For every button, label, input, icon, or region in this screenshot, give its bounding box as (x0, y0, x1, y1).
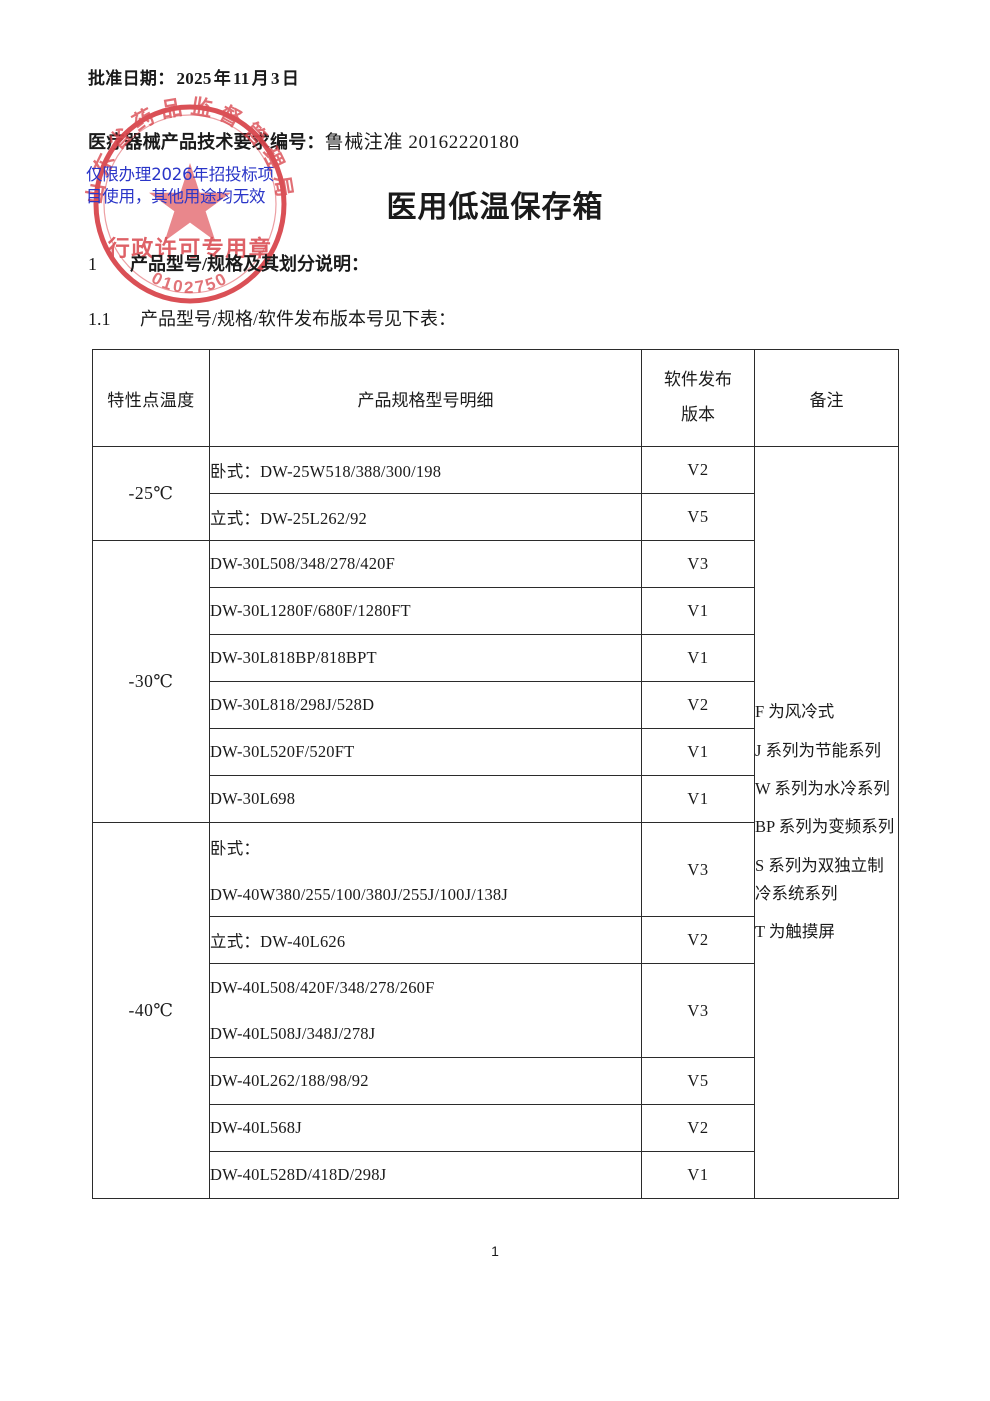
approval-date-year-unit: 年 (213, 69, 232, 88)
cell-product-models: DW-30L508/348/278/420F (209, 540, 642, 588)
cell-software-version: V1 (641, 775, 755, 823)
header-software-version-line2: 版本 (681, 405, 715, 424)
page-number: 1 (491, 1243, 499, 1259)
header-models: 产品规格型号明细 (209, 349, 642, 447)
model-line: DW-30L818BP/818BPT (210, 648, 377, 667)
table-row: DW-30L1280F/680F/1280FT V1 (93, 587, 899, 635)
approval-date-day-unit: 日 (281, 69, 300, 88)
model-line: 卧式：DW-25W518/388/300/198 (210, 462, 442, 481)
table-row: -25℃ 卧式：DW-25W518/388/300/198 V2 F 为风冷式 J 系列… (92, 446, 899, 1199)
table-row: -30℃ DW-30L508/348/278/420F V3 (92, 540, 899, 823)
cell-product-models: DW-30L818/298J/528D (209, 681, 642, 729)
cell-software-version: V1 (641, 1151, 755, 1199)
table-row: DW-40L528D/418D/298J V1 (93, 1151, 899, 1199)
cell-software-version: V5 (641, 493, 755, 541)
cell-characteristic-temperature: -25℃ (92, 446, 210, 541)
table-row: 立式：DW-40L626 V2 (93, 916, 899, 964)
cell-software-version: V5 (641, 1057, 755, 1105)
table-row: DW-40L262/188/98/92 V5 (93, 1057, 899, 1105)
model-line: DW-30L520F/520FT (210, 742, 355, 761)
table-header-row: 特性点温度 产品规格型号明细 软件发布 版本 备注 (92, 349, 899, 447)
remark-line: S 系列为双独立制冷系统系列 (755, 855, 884, 904)
technical-requirement-number: 医疗器械产品技术要求编号：鲁械注准 20162220180 (88, 127, 519, 154)
cell-software-version: V2 (641, 1104, 755, 1152)
model-line: 立式：DW-40L626 (210, 932, 346, 951)
specification-table: 特性点温度 产品规格型号明细 软件发布 版本 备注 -25℃ 卧式：DW-25W5… (92, 349, 899, 1199)
cell-software-version: V2 (641, 916, 755, 964)
table-row: DW-40L568J V2 (93, 1104, 899, 1152)
cell-software-version: V3 (641, 540, 755, 588)
section-11-index: 1.1 (88, 309, 111, 329)
approval-date-label: 批准日期： (88, 69, 175, 88)
model-line: DW-30L1280F/680F/1280FT (210, 601, 411, 620)
header-software-version: 软件发布 版本 (641, 349, 755, 447)
tr-number-label: 医疗器械产品技术要求编号： (88, 132, 325, 152)
cell-product-models: DW-30L698 (209, 775, 642, 823)
model-line: 立式：DW-25L262/92 (210, 509, 367, 528)
table-row: 立式：DW-25L262/92 V5 (93, 493, 899, 541)
cell-software-version: V1 (641, 634, 755, 682)
section-11-title: 产品型号/规格/软件发布版本号见下表： (140, 309, 457, 329)
cell-product-models: DW-40L568J (209, 1104, 642, 1152)
cell-remarks: F 为风冷式 J 系列为节能系列 W 系列为水冷系列 BP 系列为变频系列 S 系列为双… (754, 446, 899, 1199)
cell-product-models: DW-30L818BP/818BPT (209, 634, 642, 682)
cell-product-models: DW-30L520F/520FT (209, 728, 642, 776)
approval-date-year: 2025 (176, 69, 212, 88)
approval-date-day: 3 (271, 69, 280, 88)
cell-software-version: V3 (641, 963, 755, 1058)
header-software-version-line1: 软件发布 (664, 370, 732, 390)
cell-software-version: V3 (641, 822, 755, 917)
cell-product-models: 卧式：DW-25W518/388/300/198 (209, 446, 642, 494)
model-line: DW-40L262/188/98/92 (210, 1071, 369, 1090)
approval-date-month-unit: 月 (251, 69, 269, 88)
cell-characteristic-temperature: -30℃ (92, 540, 210, 823)
model-line: DW-30L698 (210, 789, 296, 808)
cell-product-models: DW-40L262/188/98/92 (209, 1057, 642, 1105)
tr-number-value: 鲁械注准 20162220180 (324, 132, 520, 153)
header-temperature: 特性点温度 (92, 349, 210, 447)
cell-software-version: V1 (641, 587, 755, 635)
remark-line: F 为风冷式 (755, 702, 835, 722)
table-body: -25℃ 卧式：DW-25W518/388/300/198 V2 F 为风冷式 J 系列… (92, 446, 899, 1199)
cell-software-version: V2 (641, 681, 755, 729)
cell-product-models: DW-30L1280F/680F/1280FT (209, 587, 642, 635)
tender-usage-note: 仅限办理2026年招投标项 目使用，其他用途均无效 (86, 164, 311, 209)
approval-date: 批准日期： 2025 年 11 月 3 日 (88, 64, 299, 89)
header-remark: 备注 (754, 349, 899, 447)
cell-product-models: 立式：DW-40L626 (209, 916, 642, 964)
cell-software-version: V2 (641, 446, 755, 494)
model-line: DW-40W380/255/100/380J/255J/100J/138J (210, 884, 508, 904)
approval-date-month: 11 (233, 69, 250, 88)
remark-line: BP 系列为变频系列 (755, 817, 895, 837)
model-line: DW-40L528D/418D/298J (210, 1165, 387, 1184)
table-row: DW-30L698 V1 (93, 775, 899, 823)
section-heading-1: 1 产品型号/规格及其划分说明： (88, 250, 369, 276)
remark-line: T 为触摸屏 (755, 922, 835, 942)
table-row: DW-30L520F/520FT V1 (93, 728, 899, 776)
section-heading-1-1: 1.1 产品型号/规格/软件发布版本号见下表： (88, 305, 456, 331)
model-line: DW-30L508/348/278/420F (210, 554, 395, 573)
page-title: 医用低温保存箱 (386, 190, 604, 225)
cell-product-models: DW-40L528D/418D/298J (209, 1151, 642, 1199)
cell-characteristic-temperature: -40℃ (92, 822, 210, 1199)
section-1-index: 1 (88, 254, 97, 274)
model-line: DW-40L508J/348J/278J (210, 1023, 376, 1043)
model-line: DW-40L508/420F/348/278/260F (210, 977, 435, 997)
model-line: DW-40L568J (210, 1118, 302, 1137)
cell-product-models: DW-40L508/420F/348/278/260F DW-40L508J/34… (209, 963, 642, 1058)
remark-line: J 系列为节能系列 (755, 740, 882, 760)
table-row: -40℃ 卧式： DW-40W380/255/100/380J/255J/100J/… (92, 822, 899, 1199)
model-line: DW-30L818/298J/528D (210, 695, 375, 714)
remark-line: W 系列为水冷系列 (755, 778, 890, 798)
table-row: DW-30L818BP/818BPT V1 (93, 634, 899, 682)
cell-product-models: 立式：DW-25L262/92 (209, 493, 642, 541)
model-line: 卧式： (210, 838, 261, 858)
cell-software-version: V1 (641, 728, 755, 776)
tender-usage-note-line2: 目使用，其他用途均无效 (86, 187, 266, 207)
cell-product-models: 卧式： DW-40W380/255/100/380J/255J/100J/138J (209, 822, 642, 917)
tender-usage-note-line1: 仅限办理2026年招投标项 (86, 165, 274, 184)
section-1-title: 产品型号/规格及其划分说明： (130, 254, 369, 274)
